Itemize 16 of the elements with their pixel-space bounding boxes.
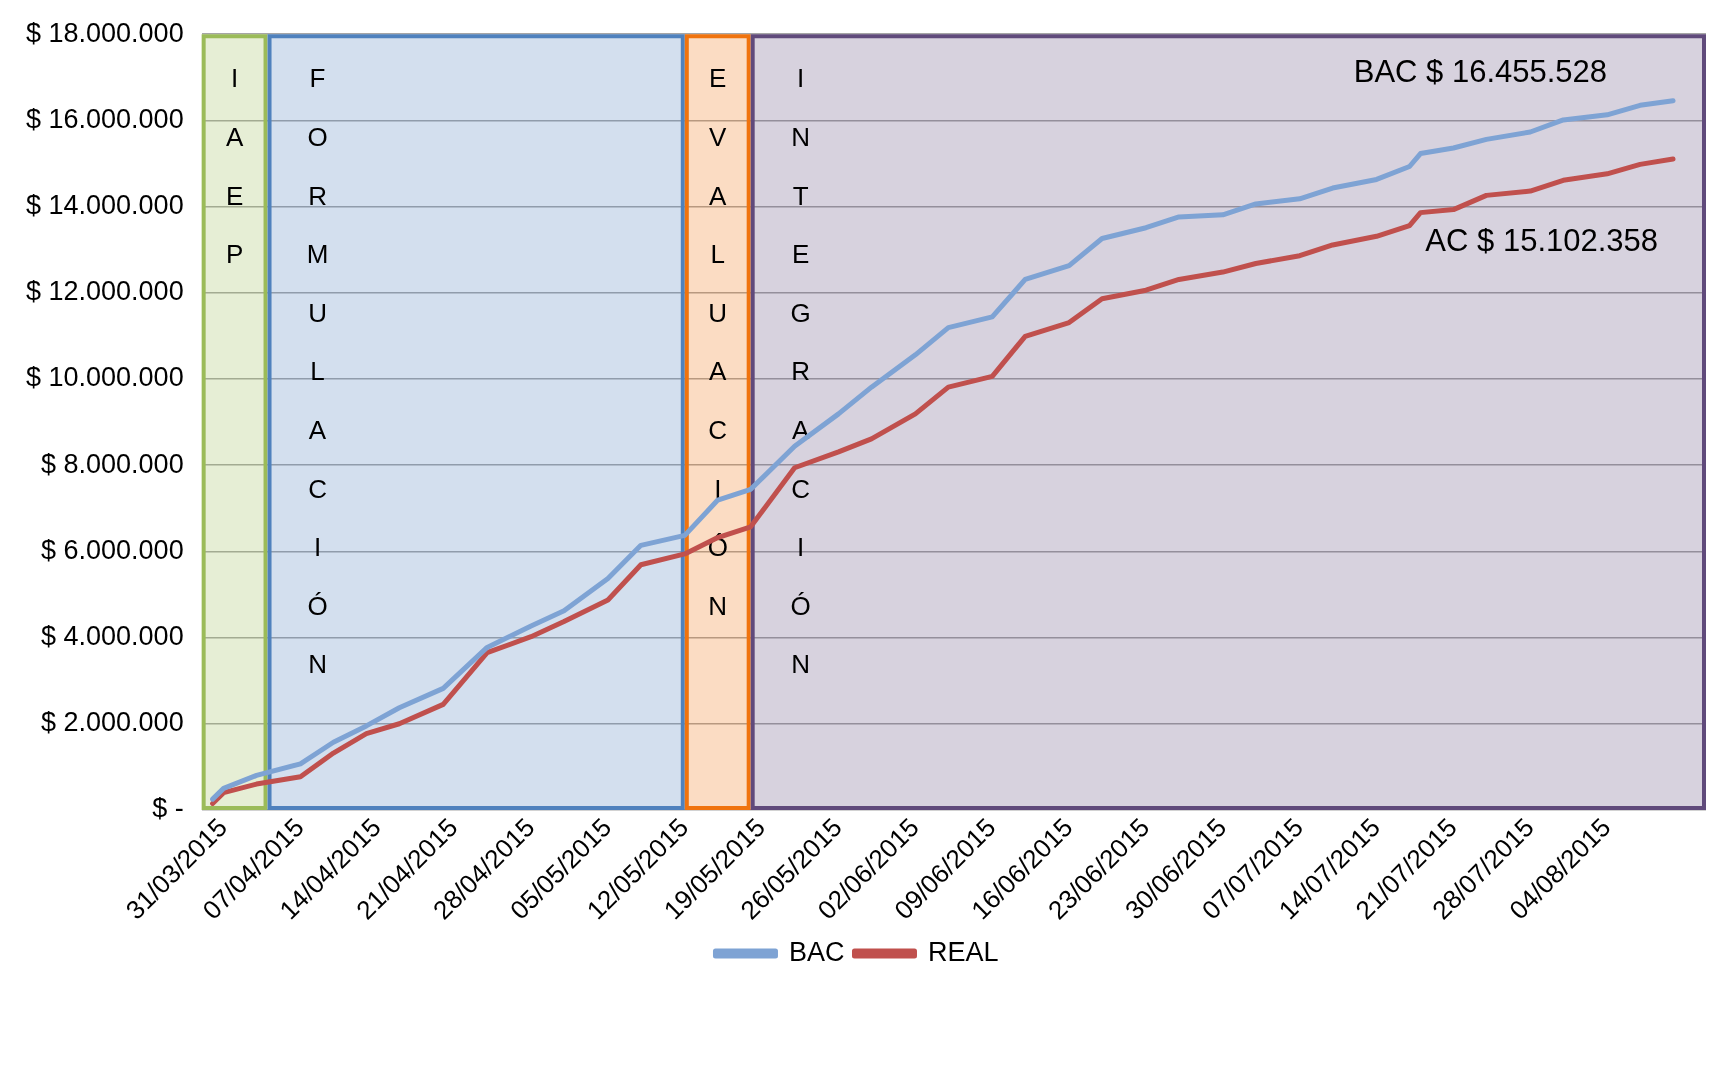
y-tick-label: $ 4.000.000 bbox=[41, 620, 184, 651]
y-tick-label: $ 14.000.000 bbox=[25, 190, 184, 221]
y-tick-label: $ 16.000.000 bbox=[25, 103, 184, 134]
y-tick-label: $ 8.000.000 bbox=[41, 448, 184, 479]
y-tick-label: $ 2.000.000 bbox=[41, 707, 184, 738]
y-tick-label: $ 18.000.000 bbox=[25, 17, 184, 48]
y-tick-label: $ - bbox=[152, 793, 184, 824]
annotation: BAC $ 16.455.528 bbox=[1353, 53, 1608, 89]
y-tick-label: $ 6.000.000 bbox=[41, 534, 184, 565]
legend-label: REAL bbox=[927, 936, 999, 967]
legend-label: BAC bbox=[788, 936, 845, 967]
y-tick-label: $ 10.000.000 bbox=[25, 362, 184, 393]
y-tick-label: $ 12.000.000 bbox=[25, 276, 184, 307]
annotation: AC $ 15.102.358 bbox=[1425, 223, 1659, 259]
band-label: IAEP bbox=[225, 63, 244, 270]
text: FORMULACIÓN bbox=[306, 63, 329, 680]
